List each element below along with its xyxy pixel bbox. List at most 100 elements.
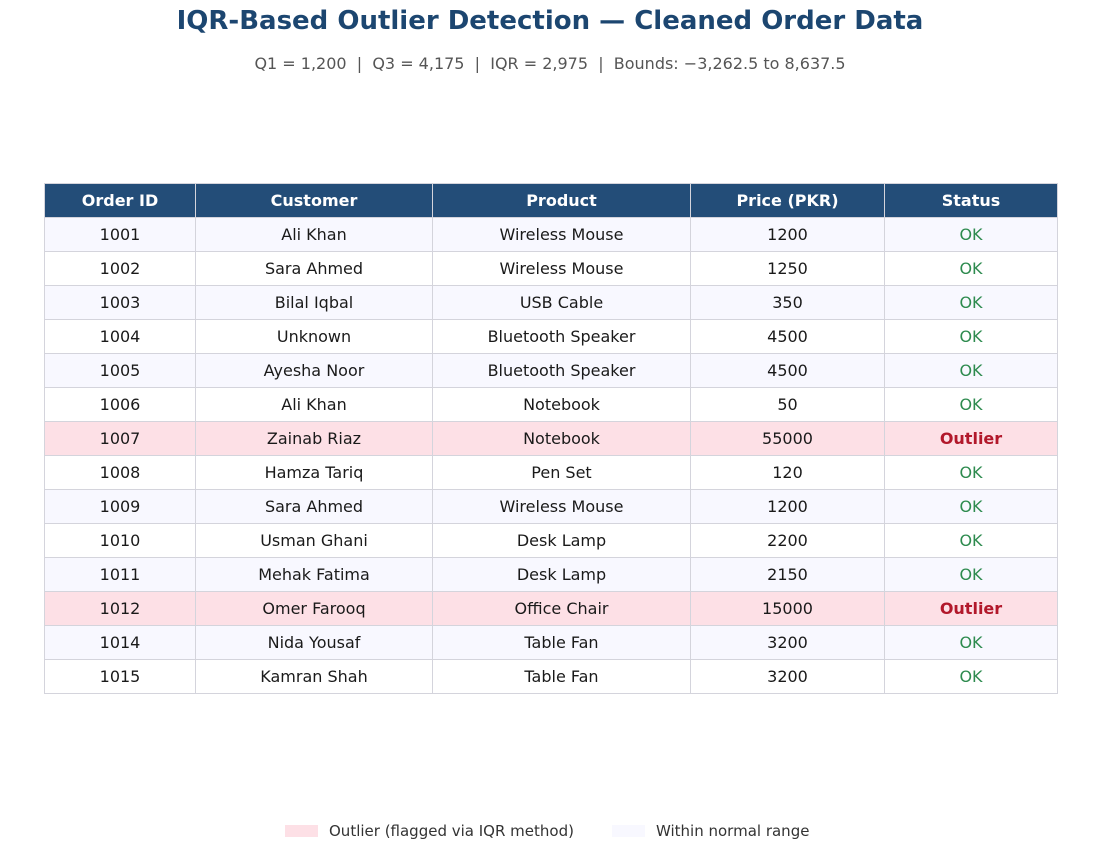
table-row: 1001 Ali Khan Wireless Mouse 1200 OK [44,217,1058,252]
cell-order-id: 1004 [44,319,196,354]
cell-customer: Ayesha Noor [195,353,433,388]
cell-order-id: 1008 [44,455,196,490]
cell-status: OK [884,659,1058,694]
cell-customer: Ali Khan [195,387,433,422]
cell-customer: Bilal Iqbal [195,285,433,320]
cell-order-id: 1006 [44,387,196,422]
cell-product: Notebook [432,387,691,422]
cell-status: OK [884,217,1058,252]
cell-customer: Sara Ahmed [195,251,433,286]
cell-product: Pen Set [432,455,691,490]
cell-order-id: 1003 [44,285,196,320]
cell-status: Outlier [884,421,1058,456]
table-row: 1005 Ayesha Noor Bluetooth Speaker 4500 OK [44,353,1058,388]
cell-product: Table Fan [432,625,691,660]
cell-price: 1200 [690,217,885,252]
cell-customer: Zainab Riaz [195,421,433,456]
cell-product: Bluetooth Speaker [432,319,691,354]
cell-price: 1200 [690,489,885,524]
cell-order-id: 1001 [44,217,196,252]
cell-customer: Ali Khan [195,217,433,252]
cell-order-id: 1007 [44,421,196,456]
cell-product: Wireless Mouse [432,251,691,286]
chart-subtitle: Q1 = 1,200 | Q3 = 4,175 | IQR = 2,975 | … [254,54,846,73]
cell-customer: Omer Farooq [195,591,433,626]
cell-order-id: 1002 [44,251,196,286]
legend: Outlier (flagged via IQR method) Within … [0,820,1100,842]
legend-item-normal: Within normal range [612,820,809,842]
cell-customer: Hamza Tariq [195,455,433,490]
header-status: Status [884,183,1058,218]
legend-label-normal: Within normal range [656,822,810,840]
cell-order-id: 1012 [44,591,196,626]
cell-price: 350 [690,285,885,320]
cell-order-id: 1010 [44,523,196,558]
cell-price: 2200 [690,523,885,558]
cell-product: Office Chair [432,591,691,626]
cell-price: 4500 [690,319,885,354]
cell-price: 15000 [690,591,885,626]
cell-price: 1250 [690,251,885,286]
table-row: 1004 Unknown Bluetooth Speaker 4500 OK [44,319,1058,354]
cell-status: OK [884,455,1058,490]
table-header-row: Order ID Customer Product Price (PKR) St… [44,183,1058,218]
table-row: 1012 Omer Farooq Office Chair 15000 Outlier [44,591,1058,626]
table-row: 1009 Sara Ahmed Wireless Mouse 1200 OK [44,489,1058,524]
cell-customer: Mehak Fatima [195,557,433,592]
table-row: 1010 Usman Ghani Desk Lamp 2200 OK [44,523,1058,558]
header-product: Product [432,183,691,218]
cell-customer: Unknown [195,319,433,354]
table-row: 1006 Ali Khan Notebook 50 OK [44,387,1058,422]
cell-product: Desk Lamp [432,523,691,558]
cell-product: Wireless Mouse [432,489,691,524]
cell-status: OK [884,353,1058,388]
cell-product: Wireless Mouse [432,217,691,252]
cell-price: 3200 [690,625,885,660]
cell-status: OK [884,489,1058,524]
table-row: 1008 Hamza Tariq Pen Set 120 OK [44,455,1058,490]
table-row: 1003 Bilal Iqbal USB Cable 350 OK [44,285,1058,320]
cell-status: OK [884,625,1058,660]
cell-product: Bluetooth Speaker [432,353,691,388]
legend-swatch-outlier [285,825,318,837]
header-order-id: Order ID [44,183,196,218]
cell-price: 50 [690,387,885,422]
cell-price: 55000 [690,421,885,456]
cell-status: OK [884,557,1058,592]
cell-status: OK [884,387,1058,422]
legend-label-outlier: Outlier (flagged via IQR method) [329,822,574,840]
header-customer: Customer [195,183,433,218]
cell-product: USB Cable [432,285,691,320]
cell-order-id: 1011 [44,557,196,592]
cell-product: Notebook [432,421,691,456]
cell-product: Table Fan [432,659,691,694]
cell-order-id: 1005 [44,353,196,388]
cell-order-id: 1015 [44,659,196,694]
table-row: 1002 Sara Ahmed Wireless Mouse 1250 OK [44,251,1058,286]
legend-item-outlier: Outlier (flagged via IQR method) [285,820,574,842]
table-row: 1014 Nida Yousaf Table Fan 3200 OK [44,625,1058,660]
cell-customer: Sara Ahmed [195,489,433,524]
cell-status: Outlier [884,591,1058,626]
cell-status: OK [884,285,1058,320]
chart-title: IQR-Based Outlier Detection — Cleaned Or… [176,6,924,36]
table-row: 1007 Zainab Riaz Notebook 55000 Outlier [44,421,1058,456]
cell-price: 3200 [690,659,885,694]
cell-customer: Kamran Shah [195,659,433,694]
table-row: 1015 Kamran Shah Table Fan 3200 OK [44,659,1058,694]
table-row: 1011 Mehak Fatima Desk Lamp 2150 OK [44,557,1058,592]
table-body: 1001 Ali Khan Wireless Mouse 1200 OK 1002 Sara… [44,217,1058,694]
cell-order-id: 1009 [44,489,196,524]
cell-order-id: 1014 [44,625,196,660]
cell-price: 2150 [690,557,885,592]
cell-price: 4500 [690,353,885,388]
cell-price: 120 [690,455,885,490]
cell-customer: Usman Ghani [195,523,433,558]
cell-status: OK [884,523,1058,558]
cell-product: Desk Lamp [432,557,691,592]
cell-status: OK [884,251,1058,286]
header-price: Price (PKR) [690,183,885,218]
cell-customer: Nida Yousaf [195,625,433,660]
order-table: Order ID Customer Product Price (PKR) St… [44,183,1058,694]
legend-swatch-normal [612,825,645,837]
